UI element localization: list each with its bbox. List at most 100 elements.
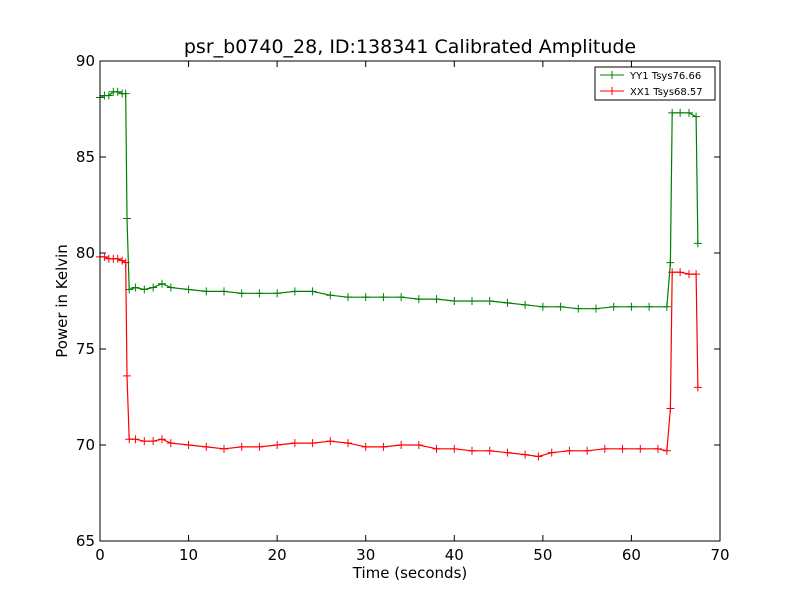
data-point: [600, 444, 609, 453]
data-point: [692, 112, 701, 121]
data-point: [662, 302, 671, 311]
data-point: [432, 444, 441, 453]
legend-marker-xx1: [608, 87, 616, 95]
data-point: [574, 304, 583, 313]
data-point: [666, 404, 675, 413]
tick-layer: 0 10 20 30 40 50 60 70 65 70 75 80 85 90: [76, 52, 730, 564]
data-point: [131, 435, 140, 444]
data-point: [676, 108, 685, 117]
data-point: [685, 108, 693, 117]
data-point: [255, 442, 264, 451]
data-point: [123, 371, 132, 380]
x-tick-label: 60: [622, 546, 641, 564]
data-point: [485, 446, 494, 455]
data-point: [220, 287, 228, 296]
data-point: [184, 285, 193, 294]
data-point: [158, 435, 166, 444]
data-point: [113, 254, 122, 263]
data-point: [379, 293, 388, 302]
legend-label-yy1: YY1 Tsys76.66: [629, 71, 701, 82]
data-point: [255, 289, 264, 298]
data-point: [237, 442, 246, 451]
data-point: [100, 252, 109, 261]
data-point: [273, 289, 282, 298]
data-point: [676, 268, 685, 277]
legend: YY1 Tsys76.66 XX1 Tsys68.57: [594, 66, 716, 101]
data-point: [104, 91, 113, 100]
data-point: [592, 304, 600, 313]
data-point: [397, 293, 406, 302]
data-point: [202, 287, 211, 296]
x-tick-label: 40: [445, 546, 464, 564]
data-point: [184, 441, 193, 449]
chart-title: psr_b0740_28, ID:138341 Calibrated Ampli…: [184, 36, 636, 58]
legend-label-xx1: XX1 Tsys68.57: [630, 87, 703, 98]
data-point: [140, 437, 149, 446]
data-point: [361, 293, 370, 302]
data-point: [485, 297, 494, 305]
y-axis-label: Power in Kelvin: [53, 244, 71, 358]
x-tick-label: 20: [268, 546, 287, 564]
series-line: [99, 91, 699, 310]
data-point: [609, 302, 618, 311]
data-point: [636, 444, 645, 453]
x-axis-label: Time (seconds): [352, 564, 468, 582]
data-point: [121, 258, 130, 267]
data-point: [432, 295, 441, 304]
data-point: [685, 270, 693, 279]
data-point: [538, 302, 547, 311]
x-tick-label: 70: [710, 546, 729, 564]
data-point: [618, 444, 627, 453]
data-point: [668, 108, 677, 117]
data-point: [202, 442, 211, 451]
data-point: [397, 441, 406, 449]
series-layer: [96, 87, 702, 461]
y-tick-label: 90: [76, 52, 95, 70]
data-point: [414, 441, 423, 449]
series-1: [96, 252, 702, 461]
data-point: [662, 446, 671, 455]
data-point: [344, 293, 352, 302]
x-tick-label: 50: [533, 546, 552, 564]
data-point: [326, 291, 335, 300]
data-point: [140, 285, 149, 294]
data-point: [668, 268, 677, 277]
data-point: [118, 256, 127, 265]
data-point: [468, 297, 476, 305]
y-tick-label: 80: [76, 244, 95, 262]
data-point: [308, 287, 317, 296]
x-tick-label: 30: [356, 546, 375, 564]
data-point: [645, 302, 654, 311]
data-point: [149, 283, 158, 292]
y-tick-label: 75: [76, 340, 95, 358]
data-point: [308, 439, 317, 448]
data-point: [361, 442, 370, 451]
data-point: [290, 439, 299, 448]
data-point: [503, 298, 512, 307]
data-point: [158, 279, 166, 288]
data-point: [521, 450, 530, 459]
data-point: [565, 446, 574, 455]
legend-marker-yy1: [608, 71, 616, 79]
data-point: [414, 295, 423, 304]
legend-box: [594, 66, 716, 101]
data-point: [503, 448, 512, 457]
data-point: [326, 437, 335, 446]
y-tick-label: 65: [76, 532, 95, 550]
data-point: [121, 89, 130, 98]
data-point: [123, 214, 132, 223]
data-point: [468, 446, 476, 455]
data-point: [344, 439, 352, 448]
data-point: [693, 383, 702, 392]
data-point: [379, 442, 388, 451]
data-point: [693, 239, 702, 248]
data-point: [113, 87, 122, 96]
data-point: [290, 287, 299, 296]
plot-frame: [99, 60, 721, 542]
data-point: [556, 302, 565, 311]
data-point: [450, 444, 459, 453]
x-tick-label: 0: [95, 546, 105, 564]
series-line: [100, 256, 699, 458]
data-point: [654, 444, 662, 453]
